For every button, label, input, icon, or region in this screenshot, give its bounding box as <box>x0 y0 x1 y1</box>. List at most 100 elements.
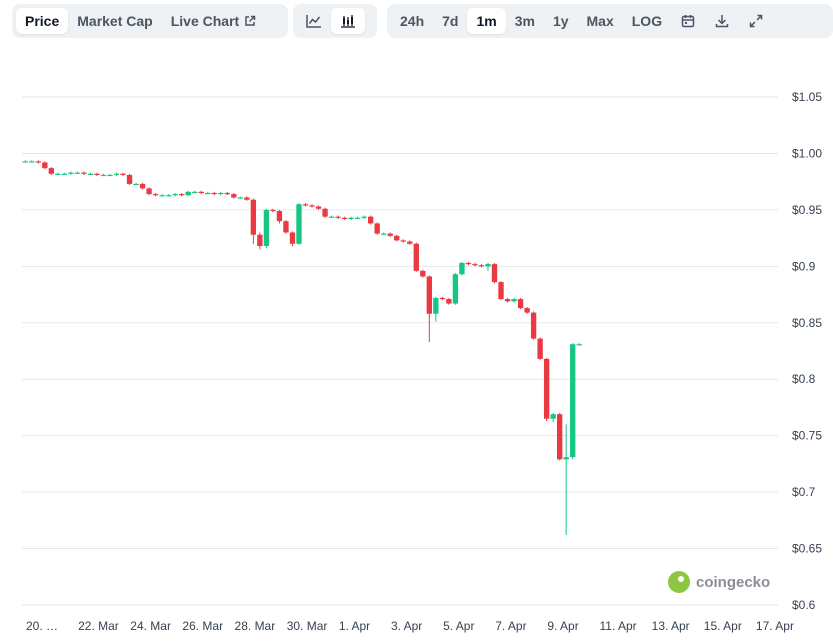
y-tick-label: $0.95 <box>792 203 822 217</box>
candle <box>361 215 367 219</box>
y-tick-label: $0.9 <box>792 259 816 273</box>
x-tick-label: 13. Apr <box>652 619 690 633</box>
x-tick-label: 20. … <box>26 619 58 633</box>
candle <box>276 209 283 224</box>
candle-body <box>237 197 243 199</box>
coingecko-logo-icon <box>668 571 690 593</box>
candle <box>289 231 296 247</box>
range-3m-button[interactable]: 3m <box>514 13 535 29</box>
x-tick-label: 9. Apr <box>547 619 578 633</box>
candle <box>211 191 217 196</box>
y-tick-label: $1.00 <box>792 146 822 160</box>
candle <box>172 192 178 197</box>
range-selector: 24h 7d 1m 3m 1y Max LOG <box>387 4 833 38</box>
candle-body <box>133 183 139 186</box>
candle <box>498 281 504 301</box>
candle-body <box>452 274 459 304</box>
candle <box>517 297 524 310</box>
candle-body <box>152 194 159 196</box>
candle-body <box>87 173 94 175</box>
candle <box>459 261 465 276</box>
candle <box>341 216 348 221</box>
range-1m-button[interactable]: 1m <box>467 8 506 34</box>
candle <box>126 173 133 186</box>
candle <box>113 172 120 177</box>
candle-body <box>465 262 472 265</box>
candle <box>35 160 41 164</box>
tab-price[interactable]: Price <box>16 8 69 34</box>
candle <box>400 239 406 243</box>
candle-body <box>433 297 439 314</box>
x-tick-label: 24. Mar <box>130 619 171 633</box>
candle-body <box>420 270 426 277</box>
candle-body <box>387 233 393 236</box>
candlestick-chart-button[interactable] <box>331 8 365 34</box>
candle <box>244 196 250 201</box>
candle-body <box>94 173 100 175</box>
candle <box>420 269 426 278</box>
fullscreen-button[interactable] <box>739 8 773 34</box>
line-chart-button[interactable] <box>297 8 331 34</box>
tab-market-cap[interactable]: Market Cap <box>77 13 153 29</box>
x-axis-ticks: 20. … 22. Mar 24. Mar 26. Mar 28. Mar 30. Mar… <box>26 619 794 633</box>
x-tick-label: 30. Mar <box>287 619 328 633</box>
candle-body <box>576 344 582 346</box>
candle <box>192 190 198 194</box>
log-scale-button[interactable]: LOG <box>631 13 663 29</box>
candle-body <box>198 191 204 194</box>
candle <box>133 182 139 186</box>
candle-body <box>224 192 230 195</box>
candle-body <box>250 199 257 235</box>
candle <box>537 337 543 361</box>
candle <box>426 275 432 342</box>
download-button[interactable] <box>705 8 739 34</box>
candle-body <box>341 217 348 219</box>
tab-live-chart[interactable]: Live Chart <box>162 8 265 34</box>
candle-body <box>159 195 165 197</box>
candle-body <box>361 216 367 218</box>
candle-body <box>22 161 28 163</box>
candle-body <box>478 265 485 267</box>
candle <box>139 182 146 190</box>
candle-body <box>439 297 446 300</box>
candle <box>472 262 478 267</box>
candle-body <box>491 264 498 283</box>
candle <box>302 203 309 207</box>
candle <box>511 297 517 303</box>
candle-body <box>296 204 302 244</box>
candle-body <box>113 173 120 175</box>
calendar-icon <box>681 14 695 28</box>
range-1y-button[interactable]: 1y <box>552 13 569 29</box>
candle-body <box>524 308 530 313</box>
candle-body <box>504 299 511 302</box>
candle <box>576 343 582 346</box>
candle <box>322 207 328 218</box>
candle-body <box>139 183 146 189</box>
chart-type-toggle <box>293 4 377 38</box>
candle <box>504 297 511 303</box>
candle <box>42 161 48 170</box>
candle-body <box>179 194 185 196</box>
candle-body <box>146 188 152 195</box>
candle-body <box>537 338 543 359</box>
candle-body <box>257 234 263 247</box>
candle-body <box>368 216 374 224</box>
range-max-button[interactable]: Max <box>586 13 614 29</box>
candle <box>283 220 289 234</box>
candle-body <box>374 223 380 234</box>
range-7d-button[interactable]: 7d <box>442 13 459 29</box>
range-24h-button[interactable]: 24h <box>400 13 425 29</box>
candle-body <box>413 243 419 271</box>
candle <box>439 296 446 301</box>
candle-body <box>231 194 237 198</box>
candle <box>530 311 537 340</box>
y-tick-label: $0.6 <box>792 598 816 612</box>
y-tick-label: $1.05 <box>792 90 822 104</box>
candle <box>152 192 159 197</box>
candle-body <box>263 209 270 247</box>
calendar-button[interactable] <box>671 8 705 34</box>
candle-body <box>185 191 191 196</box>
candle <box>557 413 563 461</box>
candle <box>250 198 257 244</box>
candle-body <box>218 192 224 195</box>
